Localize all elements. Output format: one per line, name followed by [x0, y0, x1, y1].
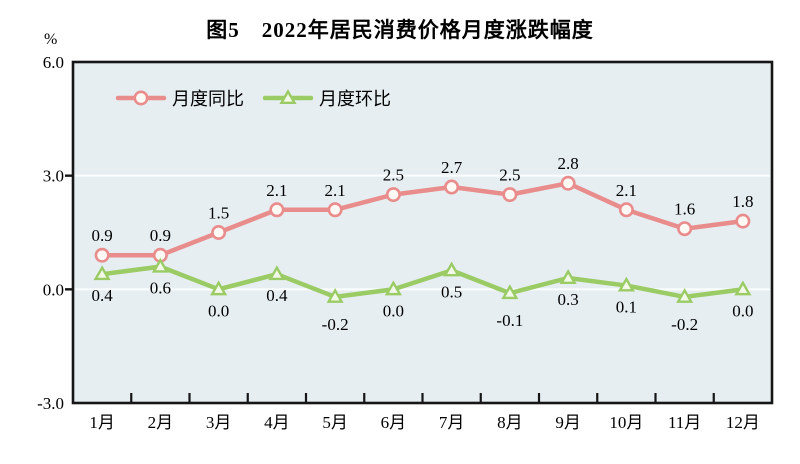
data-label-mom: 0.1 — [616, 298, 637, 317]
marker-triangle-mom — [501, 284, 519, 300]
data-label-mom: 0.4 — [266, 286, 288, 305]
data-label-mom: 0.6 — [150, 279, 171, 298]
marker-triangle-mom — [676, 288, 694, 303]
y-axis-label: 3.0 — [43, 167, 64, 186]
plot-area — [71, 60, 774, 405]
marker-circle-yoy — [385, 187, 401, 203]
data-label-yoy: 2.7 — [441, 158, 463, 177]
x-axis-label: 1月 — [89, 413, 115, 432]
marker-triangle-mom — [326, 288, 344, 303]
marker-triangle-mom — [279, 89, 297, 105]
data-label-yoy: 1.8 — [732, 192, 753, 211]
marker-triangle-mom — [734, 280, 752, 296]
series-line-mom — [99, 264, 746, 300]
data-label-yoy: 0.9 — [150, 226, 171, 245]
y-axis-label: 0.0 — [43, 280, 64, 299]
marker-circle-yoy — [94, 247, 110, 263]
marker-circle-yoy — [444, 179, 460, 195]
data-label-yoy: 2.5 — [499, 166, 520, 185]
data-label-yoy: 2.1 — [616, 181, 637, 200]
marker-circle-yoy — [735, 213, 751, 229]
x-axis-label: 2月 — [148, 413, 174, 432]
y-axis-label: -3.0 — [37, 394, 64, 413]
data-label-mom: 0.0 — [383, 301, 404, 320]
data-label-mom: -0.2 — [322, 315, 349, 334]
marker-triangle-mom — [559, 269, 577, 284]
y-axis-label: 6.0 — [43, 53, 64, 72]
marker-circle-yoy — [618, 202, 634, 218]
marker-triangle-mom — [268, 265, 286, 281]
marker-circle-yoy — [327, 202, 343, 218]
data-label-mom: 0.0 — [208, 301, 229, 320]
x-axis-label: 4月 — [264, 413, 290, 432]
x-axis-label: 7月 — [439, 413, 465, 432]
x-axis-label: 3月 — [206, 413, 232, 432]
x-axis-label: 5月 — [322, 413, 348, 432]
series-line-yoy — [99, 180, 746, 258]
data-label-mom: -0.1 — [496, 311, 523, 330]
marker-circle-yoy — [269, 202, 285, 218]
y-axis-unit-label: % — [44, 31, 58, 48]
data-label-yoy: 0.9 — [92, 226, 113, 245]
marker-circle-yoy — [560, 175, 576, 191]
marker-triangle-mom — [93, 265, 111, 281]
x-axis-label: 9月 — [555, 413, 581, 432]
marker-circle-yoy — [211, 225, 227, 241]
x-axis-label: 12月 — [726, 413, 760, 432]
legend-label-mom: 月度环比 — [319, 89, 391, 109]
data-label-yoy: 2.1 — [266, 181, 287, 200]
data-label-yoy: 1.6 — [674, 200, 695, 219]
data-label-yoy: 2.1 — [325, 181, 346, 200]
marker-circle-yoy — [133, 90, 149, 106]
data-label-mom: -0.2 — [671, 315, 698, 334]
marker-circle-yoy — [502, 187, 518, 203]
legend-label-yoy: 月度同比 — [172, 89, 244, 109]
marker-triangle-mom — [384, 280, 402, 296]
marker-triangle-mom — [617, 276, 635, 292]
x-axis-label: 6月 — [381, 413, 407, 432]
data-label-mom: 0.4 — [92, 286, 114, 305]
marker-triangle-mom — [443, 261, 461, 277]
x-axis-label: 11月 — [668, 413, 701, 432]
data-label-yoy: 1.5 — [208, 204, 229, 223]
data-label-yoy: 2.8 — [558, 154, 579, 173]
marker-triangle-mom — [151, 257, 169, 273]
x-axis-label: 8月 — [497, 413, 523, 432]
data-label-mom: 0.3 — [558, 290, 579, 309]
marker-circle-yoy — [677, 221, 693, 237]
data-label-yoy: 2.5 — [383, 166, 404, 185]
data-label-mom: 0.5 — [441, 282, 462, 301]
chart-title: 图5 2022年居民消费价格月度涨跌幅度 — [206, 18, 594, 42]
x-axis-label: 10月 — [609, 413, 643, 432]
marker-triangle-mom — [210, 280, 228, 296]
data-label-mom: 0.0 — [732, 301, 753, 320]
